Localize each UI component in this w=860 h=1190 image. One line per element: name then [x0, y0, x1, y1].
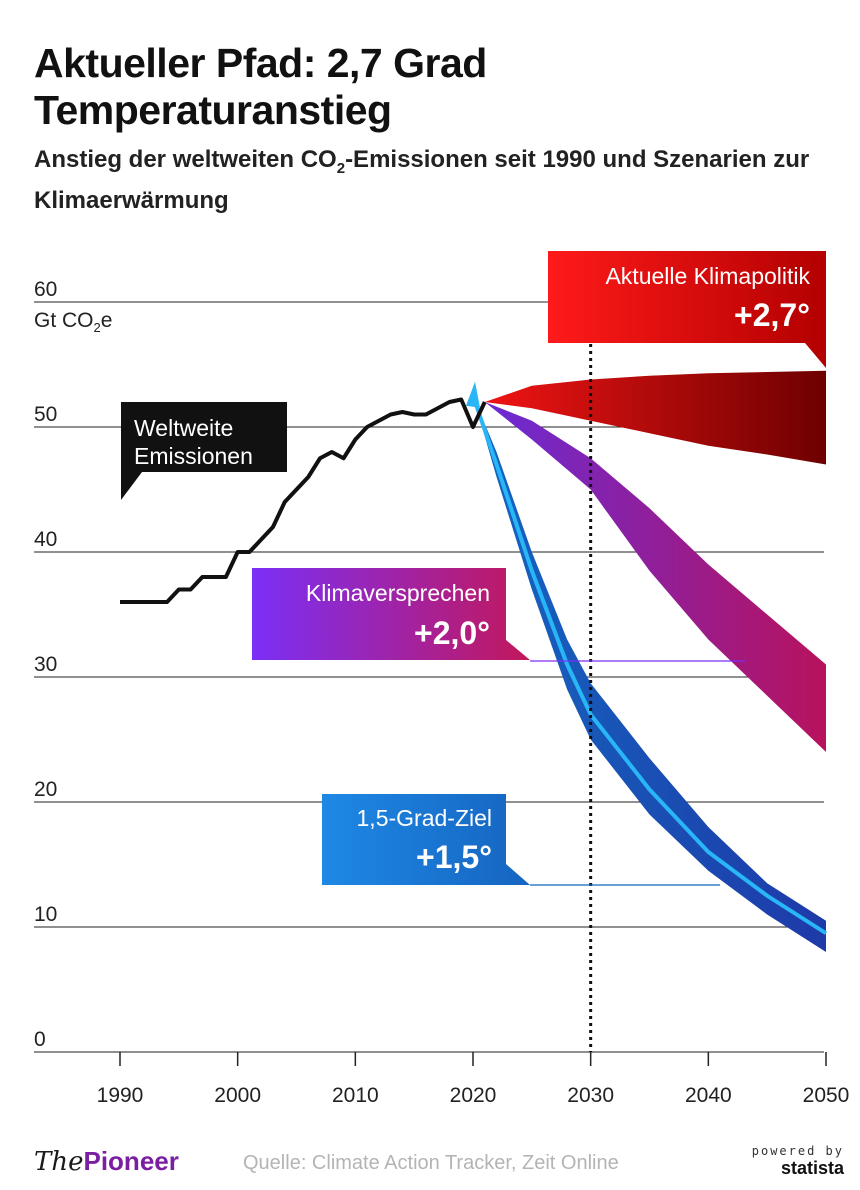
- y-axis-labels: 0 10 20 30 40 50 60: [34, 278, 57, 1051]
- x-axis: 1990 2000 2010 2020 2030 2040 2050: [97, 1052, 850, 1107]
- x-tick-label-2000: 2000: [214, 1084, 261, 1107]
- band-centerline-1-5: [471, 395, 828, 935]
- statista-logo: powered by statista: [744, 1144, 844, 1179]
- callout-historical-line1: Weltweite: [134, 415, 233, 441]
- y-tick-label-50: 50: [34, 403, 57, 426]
- x-tick-label-2010: 2010: [332, 1084, 379, 1107]
- y-tick-label-40: 40: [34, 528, 57, 551]
- callout-klimaversprechen-value: +2,0°: [414, 615, 490, 651]
- chart-subtitle: Anstieg der weltweiten CO2-Emissionen se…: [34, 144, 814, 217]
- callout-aktuelle-box: [548, 251, 826, 368]
- brand-pioneer: Pioneer: [83, 1146, 179, 1176]
- y-tick-label-60: 60: [34, 278, 57, 301]
- callout-aktuelle-name: Aktuelle Klimapolitik: [605, 263, 810, 289]
- subtitle-post: -Emissionen seit 1990 und Szenarien zur …: [34, 146, 810, 214]
- powered-by-text: powered by: [751, 1144, 844, 1158]
- callout-historical-box: [121, 402, 287, 500]
- callout-aktuelle-value: +2,7°: [734, 297, 810, 333]
- y-tick-label-10: 10: [34, 903, 57, 926]
- scenario-bands: [466, 370, 828, 952]
- subtitle-sub: 2: [336, 159, 346, 177]
- statista-text: statista: [780, 1158, 844, 1178]
- x-tick-label-2020: 2020: [450, 1084, 497, 1107]
- band-centerline-tip: [466, 381, 480, 408]
- callout-15-box: [322, 794, 530, 885]
- brand-the: The: [34, 1147, 84, 1177]
- callout-klimaversprechen-name: Klimaversprechen: [306, 580, 490, 606]
- band-aktuelle-klimapolitik: [484, 370, 826, 465]
- x-tick-label-2040: 2040: [685, 1084, 732, 1107]
- historical-line: [120, 397, 487, 604]
- source-note: Quelle: Climate Action Tracker, Zeit Onl…: [243, 1152, 619, 1174]
- pioneer-logo: ThePioneer: [34, 1146, 179, 1177]
- callout-15-value: +1,5°: [416, 839, 492, 875]
- y-tick-label-20: 20: [34, 778, 57, 801]
- subtitle-pre: Anstieg der weltweiten CO: [34, 146, 337, 173]
- band-klimaversprechen: [484, 402, 826, 752]
- x-tick-label-1990: 1990: [97, 1084, 144, 1107]
- callout-15-name: 1,5-Grad-Ziel: [357, 805, 492, 831]
- y-tick-label-0: 0: [34, 1028, 46, 1051]
- callout-klimaversprechen-box: [252, 568, 530, 660]
- x-tick-label-2030: 2030: [567, 1084, 614, 1107]
- callout-historical-line2: Emissionen: [134, 443, 253, 469]
- historical-series: [120, 397, 487, 604]
- x-tick-label-2050: 2050: [803, 1084, 850, 1107]
- y-tick-label-30: 30: [34, 653, 57, 676]
- chart-title: Aktueller Pfad: 2,7 Grad Temperaturansti…: [34, 40, 487, 133]
- y-unit-label: Gt CO2e: [34, 309, 112, 335]
